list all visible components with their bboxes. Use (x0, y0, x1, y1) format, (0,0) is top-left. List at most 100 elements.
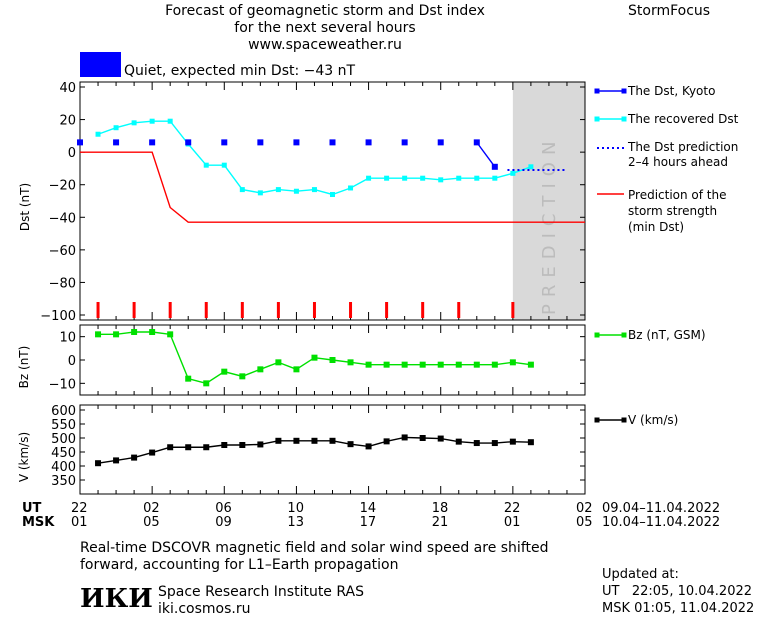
bz-point (113, 331, 120, 338)
bz-point (293, 366, 300, 373)
legend-recovered: The recovered Dst (628, 112, 739, 126)
dst-kyoto-point (221, 139, 228, 146)
bz-axis-label: Bz (nT) (17, 345, 31, 389)
v-point (131, 454, 138, 461)
brand-name: StormFocus (628, 3, 711, 19)
chart-title: Forecast of geomagnetic storm and Dst in… (130, 3, 520, 54)
v-point (455, 438, 462, 445)
v-point (383, 438, 390, 445)
bz-point (239, 373, 246, 380)
recovered-dst-point (366, 175, 372, 181)
v-point (275, 437, 282, 444)
y-tick-label: 350 (51, 474, 76, 489)
recovered-dst-point (167, 118, 173, 124)
institute-site[interactable]: iki.cosmos.ru (158, 601, 251, 617)
ut-range: 09.04–11.04.2022 (602, 501, 721, 516)
bz-point (527, 361, 534, 368)
recovered-dst-point (474, 175, 480, 181)
recovered-dst-point (257, 190, 263, 196)
legend-bz-symbol-marker (594, 332, 600, 338)
v-point (149, 449, 156, 456)
bz-point (437, 361, 444, 368)
dst-kyoto-point (185, 139, 192, 146)
msk-tick-label: 05 (576, 515, 593, 530)
updated-msk: MSK 01:05, 11.04.2022 (602, 601, 755, 616)
y-tick-label: 550 (51, 418, 76, 433)
recovered-dst-point (293, 188, 299, 194)
v-point (329, 437, 336, 444)
recovered-dst-point (149, 118, 155, 124)
v-point (491, 440, 498, 447)
legend-bz-symbol-marker (621, 332, 627, 338)
recovered-dst-point (113, 125, 119, 131)
bz-point (455, 361, 462, 368)
dst-kyoto-point (437, 139, 444, 146)
y-tick-label: 450 (51, 446, 76, 461)
legend-recovered-symbol-marker (594, 116, 600, 122)
v-axis-label: V (km/s) (17, 431, 31, 483)
title-url[interactable]: www.spaceweather.ru (248, 37, 402, 53)
ut-label: UT (22, 501, 42, 516)
msk-tick-label: 05 (143, 515, 160, 530)
recovered-dst-point (402, 175, 408, 181)
y-tick-label: −40 (49, 211, 76, 226)
y-tick-label: −80 (49, 276, 76, 291)
dst-kyoto-point (77, 139, 83, 146)
legend-recovered-symbol-marker (621, 116, 627, 122)
ut-tick-label: 02 (576, 501, 593, 516)
dst-kyoto-point (491, 163, 498, 170)
title-line-2: for the next several hours (234, 20, 416, 36)
bz-point (383, 361, 390, 368)
y-tick-label: 20 (59, 114, 76, 129)
bz-point (311, 354, 318, 361)
bz-point (149, 329, 156, 335)
legend-dst-prediction: The Dst prediction 2–4 hours ahead (628, 140, 739, 169)
y-tick-label: 600 (51, 404, 76, 419)
dst-kyoto-point (473, 139, 480, 146)
dst-kyoto-point (149, 139, 156, 146)
recovered-dst-point (456, 175, 462, 181)
y-tick-label: 10 (59, 331, 76, 346)
iki-logo: ИКИ (80, 584, 153, 614)
bz-point (167, 331, 174, 338)
ut-tick-label: 06 (215, 501, 232, 516)
bz-point (275, 359, 282, 366)
dst-kyoto-point (329, 139, 336, 146)
msk-tick-label: 01 (503, 515, 521, 530)
y-tick-label: 400 (51, 460, 76, 475)
ut-tick-label: 22 (71, 501, 88, 516)
recovered-dst-point (384, 175, 390, 181)
bz-point (419, 361, 426, 368)
v-point (185, 444, 192, 451)
recovered-dst-point (492, 175, 498, 181)
panel-frame-0 (79, 81, 586, 321)
updated-ut: UT 22:05, 10.04.2022 (602, 584, 753, 599)
y-tick-label: 0 (68, 146, 76, 161)
storm-prediction-line (80, 151, 585, 223)
bz-point (509, 359, 516, 366)
recovered-dst-point (348, 185, 354, 191)
msk-tick-label: 17 (359, 515, 377, 530)
y-tick-label: 40 (59, 81, 76, 96)
msk-range: 10.04–11.04.2022 (602, 515, 721, 530)
legend-v-symbol-marker (594, 417, 600, 423)
v-point (221, 442, 228, 448)
ut-tick-label: 10 (287, 501, 304, 516)
ut-tick-label: 18 (431, 501, 449, 516)
dst-kyoto-point (113, 139, 120, 146)
bz-point (257, 366, 264, 373)
ut-tick-label: 14 (359, 501, 377, 516)
dst-axis-label: Dst (nT) (18, 182, 32, 232)
y-tick-label: −100 (40, 309, 76, 324)
recovered-dst-point (131, 120, 137, 126)
dst-kyoto-point (365, 139, 372, 146)
y-tick-label: −10 (49, 377, 76, 392)
institute-name: Space Research Institute RAS (158, 584, 364, 600)
dst-kyoto-point (293, 139, 300, 146)
v-point (311, 437, 318, 444)
msk-tick-label: 21 (431, 515, 449, 530)
v-point (473, 440, 480, 447)
ut-tick-label: 02 (143, 501, 160, 516)
bz-point (347, 359, 354, 366)
